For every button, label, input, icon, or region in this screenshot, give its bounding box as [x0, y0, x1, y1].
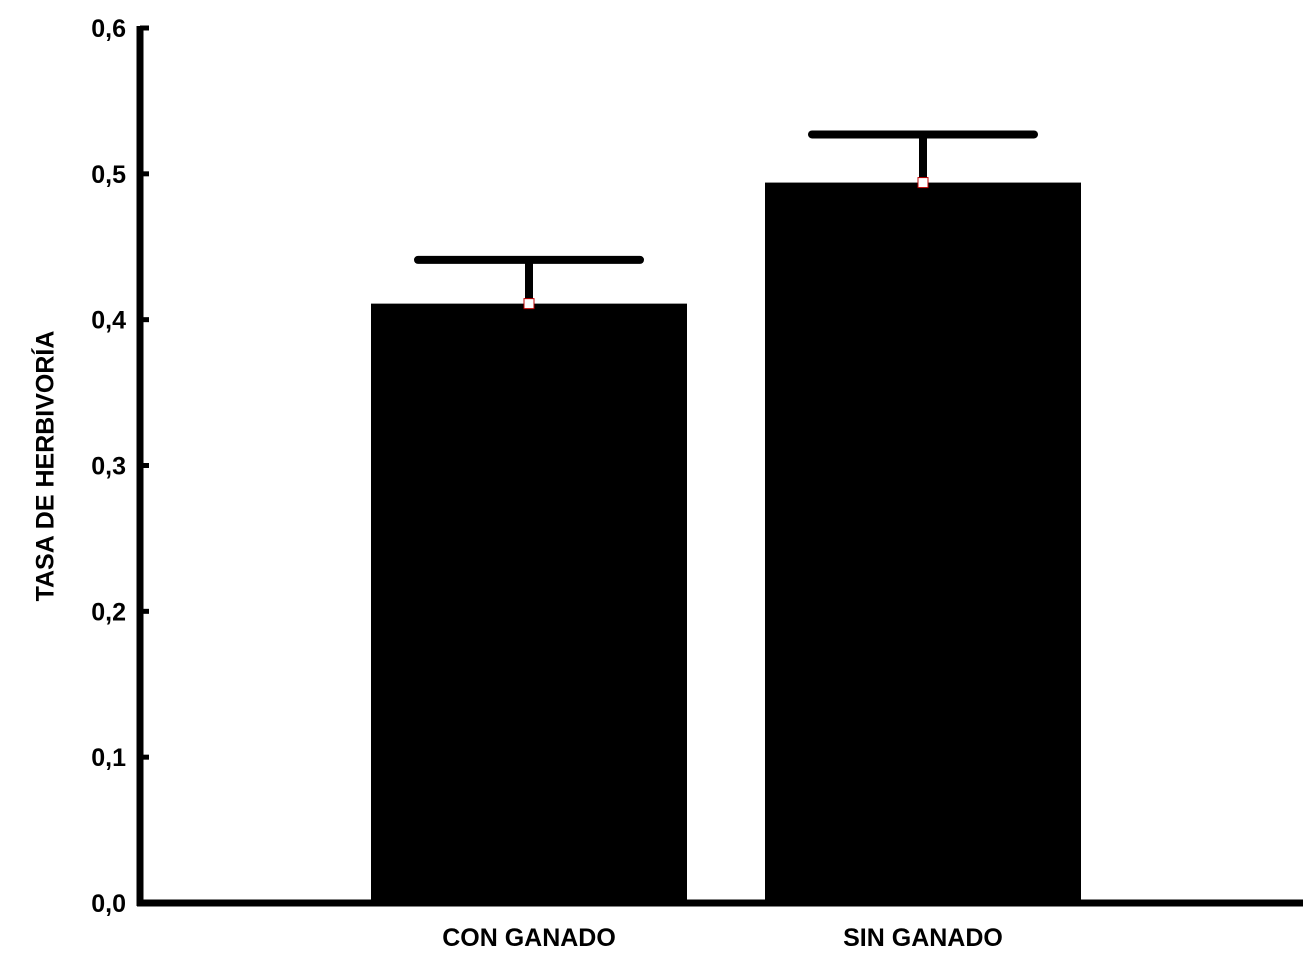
bar-1 — [765, 182, 1081, 904]
y-tick-label: 0,5 — [91, 161, 126, 189]
x-category-label: CON GANADO — [442, 924, 616, 952]
y-axis-title: TASA DE HERBIVORÍA — [31, 331, 60, 602]
axes — [136, 26, 1303, 907]
bar-0 — [371, 303, 687, 903]
y-tick-label: 0,0 — [91, 890, 126, 918]
x-category-label: SIN GANADO — [843, 924, 1003, 952]
mean-marker-1 — [917, 177, 929, 189]
error-bars — [414, 130, 1038, 310]
y-tick-label: 0,6 — [91, 15, 126, 43]
y-axis-ticks: 0,0 0,1 0,2 0,3 0,4 0,5 0,6 — [91, 15, 149, 918]
y-tick-label: 0,2 — [91, 598, 126, 626]
y-tick-label: 0,3 — [91, 453, 126, 481]
y-tick-label: 0,4 — [91, 307, 126, 335]
bars — [371, 182, 1081, 904]
y-axis-title-group: TASA DE HERBIVORÍA — [31, 331, 60, 602]
x-axis-categories: CON GANADO SIN GANADO — [442, 924, 1003, 952]
mean-marker-0 — [523, 298, 535, 310]
y-tick-label: 0,1 — [91, 744, 126, 772]
